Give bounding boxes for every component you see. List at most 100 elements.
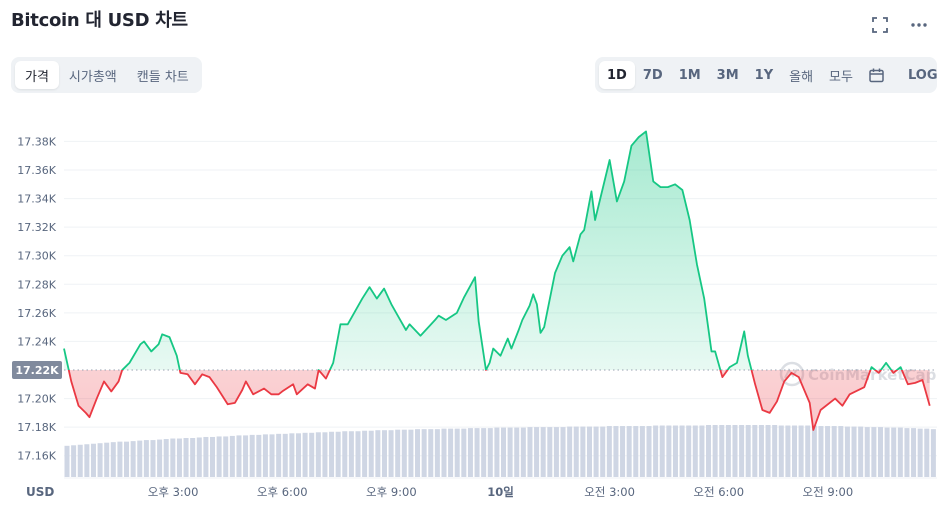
volume-bar bbox=[653, 425, 659, 477]
volume-bar bbox=[527, 427, 533, 477]
fullscreen-icon[interactable] bbox=[869, 14, 891, 36]
volume-bar bbox=[930, 429, 936, 477]
volume-bar bbox=[302, 432, 308, 477]
range-all[interactable]: 모두 bbox=[829, 69, 853, 85]
x-tick-label: 오전 6:00 bbox=[693, 485, 744, 499]
volume-bar bbox=[322, 432, 328, 477]
volume-bar bbox=[348, 431, 354, 477]
range-1d[interactable]: 1D bbox=[599, 61, 635, 89]
volume-bar bbox=[844, 426, 850, 477]
volume-bar bbox=[864, 427, 870, 477]
volume-bar bbox=[917, 428, 923, 477]
volume-bar bbox=[249, 434, 255, 477]
volume-bar bbox=[719, 425, 725, 477]
range-1m[interactable]: 1M bbox=[678, 67, 701, 83]
volume-bar bbox=[606, 426, 612, 477]
volume-bar bbox=[838, 426, 844, 477]
volume-bar bbox=[567, 426, 573, 477]
volume-bar bbox=[124, 441, 130, 477]
volume-bar bbox=[725, 425, 731, 477]
volume-bar bbox=[71, 445, 77, 477]
volume-bar bbox=[540, 427, 546, 477]
x-tick-label: 오후 6:00 bbox=[257, 485, 308, 499]
volume-bar bbox=[626, 426, 632, 477]
volume-bar bbox=[203, 436, 209, 477]
volume-bar bbox=[481, 428, 487, 477]
tab-candle-chart[interactable]: 캔들 차트 bbox=[136, 69, 189, 85]
volume-bar bbox=[388, 430, 394, 477]
volume-bar bbox=[170, 438, 176, 477]
volume-bar bbox=[375, 430, 381, 477]
volume-bar bbox=[772, 425, 778, 477]
volume-bar bbox=[666, 425, 672, 477]
volume-bar bbox=[924, 428, 930, 477]
volume-bar bbox=[256, 434, 262, 477]
volume-bar bbox=[368, 430, 374, 477]
y-tick-label: 17.36K bbox=[17, 164, 56, 177]
calendar-icon[interactable] bbox=[861, 61, 892, 89]
volume-bar bbox=[507, 427, 513, 477]
volume-bar bbox=[183, 438, 189, 477]
volume-bar bbox=[765, 425, 771, 477]
volume-bar bbox=[461, 428, 467, 477]
range-3m[interactable]: 3M bbox=[716, 67, 739, 83]
tab-market-cap[interactable]: 시가총액 bbox=[68, 69, 117, 85]
volume-bar bbox=[90, 443, 96, 477]
volume-bar bbox=[276, 433, 282, 477]
volume-bar bbox=[295, 433, 301, 477]
x-tick-label: 오전 3:00 bbox=[584, 485, 635, 499]
log-scale-toggle[interactable]: LOG bbox=[907, 67, 938, 83]
volume-bar bbox=[778, 425, 784, 477]
volume-bar bbox=[659, 425, 665, 477]
volume-bar bbox=[553, 427, 559, 477]
volume-bar bbox=[454, 428, 460, 477]
volume-bar bbox=[434, 429, 440, 477]
volume-bar bbox=[831, 426, 837, 477]
volume-bar bbox=[752, 425, 758, 477]
volume-bar bbox=[335, 431, 341, 477]
y-tick-label: 17.20K bbox=[17, 393, 56, 406]
volume-bar bbox=[560, 427, 566, 477]
x-tick-label: 10일 bbox=[487, 485, 514, 499]
volume-bar bbox=[84, 444, 90, 477]
volume-bar bbox=[686, 425, 692, 477]
chart-title: Bitcoin 대 USD 차트 bbox=[11, 10, 188, 31]
volume-bar bbox=[196, 437, 202, 477]
volume-bar bbox=[229, 435, 235, 477]
volume-bar bbox=[639, 426, 645, 477]
volume-bar bbox=[236, 435, 242, 477]
x-tick-label: 오전 9:00 bbox=[803, 485, 854, 499]
tab-price[interactable]: 가격 bbox=[15, 61, 59, 89]
volume-bar bbox=[401, 429, 407, 477]
range-7d[interactable]: 7D bbox=[642, 67, 663, 83]
volume-bar bbox=[487, 428, 493, 477]
volume-bar bbox=[395, 429, 401, 477]
x-axis-ticks: 오후 3:00 오후 6:00 오후 9:00 10일 오전 3:00 오전 6:00 오전… bbox=[64, 477, 937, 499]
volume-bar bbox=[792, 425, 798, 477]
volume-bar bbox=[732, 425, 738, 477]
y-tick-label: 17.24K bbox=[17, 335, 56, 348]
more-dots-icon[interactable] bbox=[908, 14, 930, 36]
volume-bar bbox=[329, 431, 335, 477]
volume-bar bbox=[355, 431, 361, 477]
volume-bar bbox=[190, 438, 196, 477]
volume-bar bbox=[586, 426, 592, 477]
coinmarketcap-watermark: CoinMarketCap bbox=[779, 361, 937, 387]
volume-bar bbox=[210, 436, 216, 477]
svg-text:CoinMarketCap: CoinMarketCap bbox=[808, 366, 937, 384]
volume-bar bbox=[897, 427, 903, 477]
volume-bar bbox=[494, 427, 500, 477]
volume-bar bbox=[580, 426, 586, 477]
volume-bar bbox=[163, 439, 169, 477]
y-tick-label: 17.30K bbox=[17, 250, 56, 263]
volume-bar bbox=[223, 436, 229, 477]
range-ytd[interactable]: 올해 bbox=[789, 69, 814, 85]
range-1y[interactable]: 1Y bbox=[754, 67, 774, 83]
volume-bar bbox=[679, 425, 685, 477]
volume-bar bbox=[818, 426, 824, 477]
volume-bar bbox=[692, 425, 698, 477]
volume-bar bbox=[633, 426, 639, 477]
volume-bar bbox=[269, 434, 275, 477]
svg-text:17.22K: 17.22K bbox=[15, 364, 59, 377]
volume-bar bbox=[520, 427, 526, 477]
